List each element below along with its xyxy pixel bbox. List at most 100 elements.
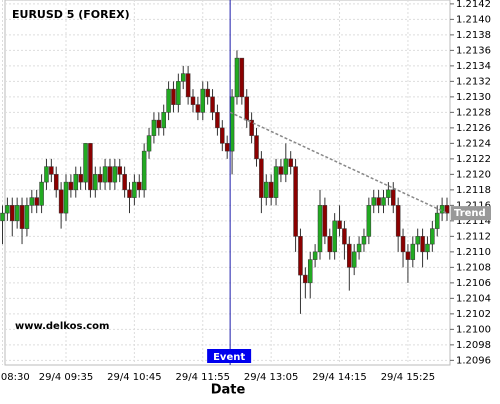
- candle-body: [112, 166, 118, 183]
- y-tick-label: 1.2102: [456, 309, 491, 320]
- candle-body: [73, 174, 79, 191]
- candle-body: [5, 205, 10, 214]
- candle-body: [117, 166, 122, 175]
- candle-body: [102, 166, 108, 183]
- candle-body: [327, 236, 333, 253]
- candle-body: [19, 205, 25, 229]
- x-tick-label: 29/4 08:30: [0, 372, 30, 383]
- event-label: Event: [213, 352, 245, 363]
- candle-body: [425, 243, 430, 253]
- watermark: www.delkos.com: [15, 321, 109, 332]
- candle-body: [317, 205, 323, 253]
- candle-body: [405, 251, 411, 260]
- y-tick-label: 1.2134: [456, 61, 491, 72]
- y-tick-label: 1.2108: [456, 262, 491, 273]
- candle-body: [44, 166, 49, 183]
- candle-body: [312, 251, 318, 260]
- candle-body: [171, 88, 176, 105]
- candle-body: [78, 174, 83, 183]
- candle-body: [156, 119, 162, 129]
- chart-title: EURUSD 5 (FOREX): [12, 8, 130, 21]
- y-tick-label: 1.2136: [456, 45, 491, 56]
- candle-body: [210, 96, 215, 113]
- candle-body: [215, 112, 220, 129]
- candle-body: [351, 251, 357, 268]
- candle-body: [185, 73, 191, 98]
- candle-body: [444, 205, 450, 214]
- candle-body: [29, 197, 35, 206]
- candle-body: [268, 181, 274, 198]
- x-tick-label: 29/4 15:25: [381, 372, 435, 383]
- y-tick-label: 1.2116: [456, 200, 491, 211]
- candle-body: [127, 189, 132, 198]
- y-tick-label: 1.2098: [456, 340, 491, 351]
- y-tick-label: 1.2106: [456, 278, 491, 289]
- candle-body: [34, 197, 39, 206]
- y-tick-label: 1.2138: [456, 30, 491, 41]
- candle-body: [342, 228, 347, 245]
- event-box: [207, 349, 252, 363]
- candle-body: [322, 205, 328, 237]
- candle-body: [137, 181, 142, 191]
- y-tick-label: 1.2112: [456, 231, 491, 242]
- candle-body: [151, 119, 157, 136]
- plot-area: [4, 0, 451, 366]
- y-tick-label: 1.2142: [456, 0, 491, 10]
- candle-body: [234, 57, 240, 98]
- candle-body: [224, 143, 230, 152]
- candle-body: [93, 174, 98, 191]
- candle-body: [190, 96, 196, 105]
- candle-body: [58, 189, 64, 214]
- y-tick-label: 1.2100: [456, 324, 491, 335]
- candle-body: [49, 166, 54, 175]
- y-tick-label: 1.2110: [456, 247, 491, 258]
- y-tick-label: 1.2104: [456, 293, 491, 304]
- candle-body: [400, 236, 406, 253]
- candle-body: [141, 150, 147, 191]
- y-tick-label: 1.2130: [456, 92, 491, 103]
- candle-body: [283, 158, 289, 175]
- y-tick-label: 1.2114: [456, 216, 491, 227]
- candle-body: [288, 158, 293, 167]
- y-tick-label: 1.2122: [456, 154, 491, 165]
- candle-body: [337, 220, 342, 229]
- candle-body: [366, 205, 372, 237]
- candle-body: [205, 88, 210, 98]
- candle-body: [386, 189, 391, 198]
- candle-body: [381, 197, 386, 206]
- candle-body: [371, 197, 376, 206]
- candle-body: [14, 205, 20, 222]
- candle-body: [298, 236, 303, 276]
- candle-body: [391, 189, 396, 206]
- candle-body: [83, 143, 88, 183]
- candle-body: [415, 236, 420, 245]
- candle-body: [161, 112, 166, 129]
- candle-body: [24, 205, 30, 229]
- candle-body: [332, 220, 337, 253]
- y-tick-label: 1.2118: [456, 185, 491, 196]
- x-tick-label: 29/4 13:05: [244, 372, 298, 383]
- candle-body: [356, 243, 362, 253]
- y-tick-label: 1.2126: [456, 123, 491, 134]
- candle-body: [273, 166, 279, 198]
- y-tick-label: 1.2120: [456, 169, 491, 180]
- candle-body: [176, 81, 181, 105]
- y-tick-label: 1.2140: [456, 14, 491, 25]
- candle-body: [122, 174, 127, 191]
- x-tick-label: 29/4 10:45: [107, 372, 161, 383]
- candle-body: [259, 158, 264, 198]
- candle-body: [229, 96, 235, 152]
- candle-body: [430, 228, 435, 245]
- candle-body: [264, 181, 269, 198]
- candle-body: [420, 236, 425, 253]
- candle-body: [146, 135, 152, 152]
- candle-body: [220, 127, 225, 144]
- candle-body: [53, 174, 59, 191]
- candle-body: [434, 212, 440, 229]
- candle-body: [88, 143, 93, 191]
- y-tick-label: 1.2124: [456, 138, 491, 149]
- candle-body: [63, 181, 69, 214]
- candle-body: [361, 236, 367, 245]
- candle-body: [410, 243, 416, 260]
